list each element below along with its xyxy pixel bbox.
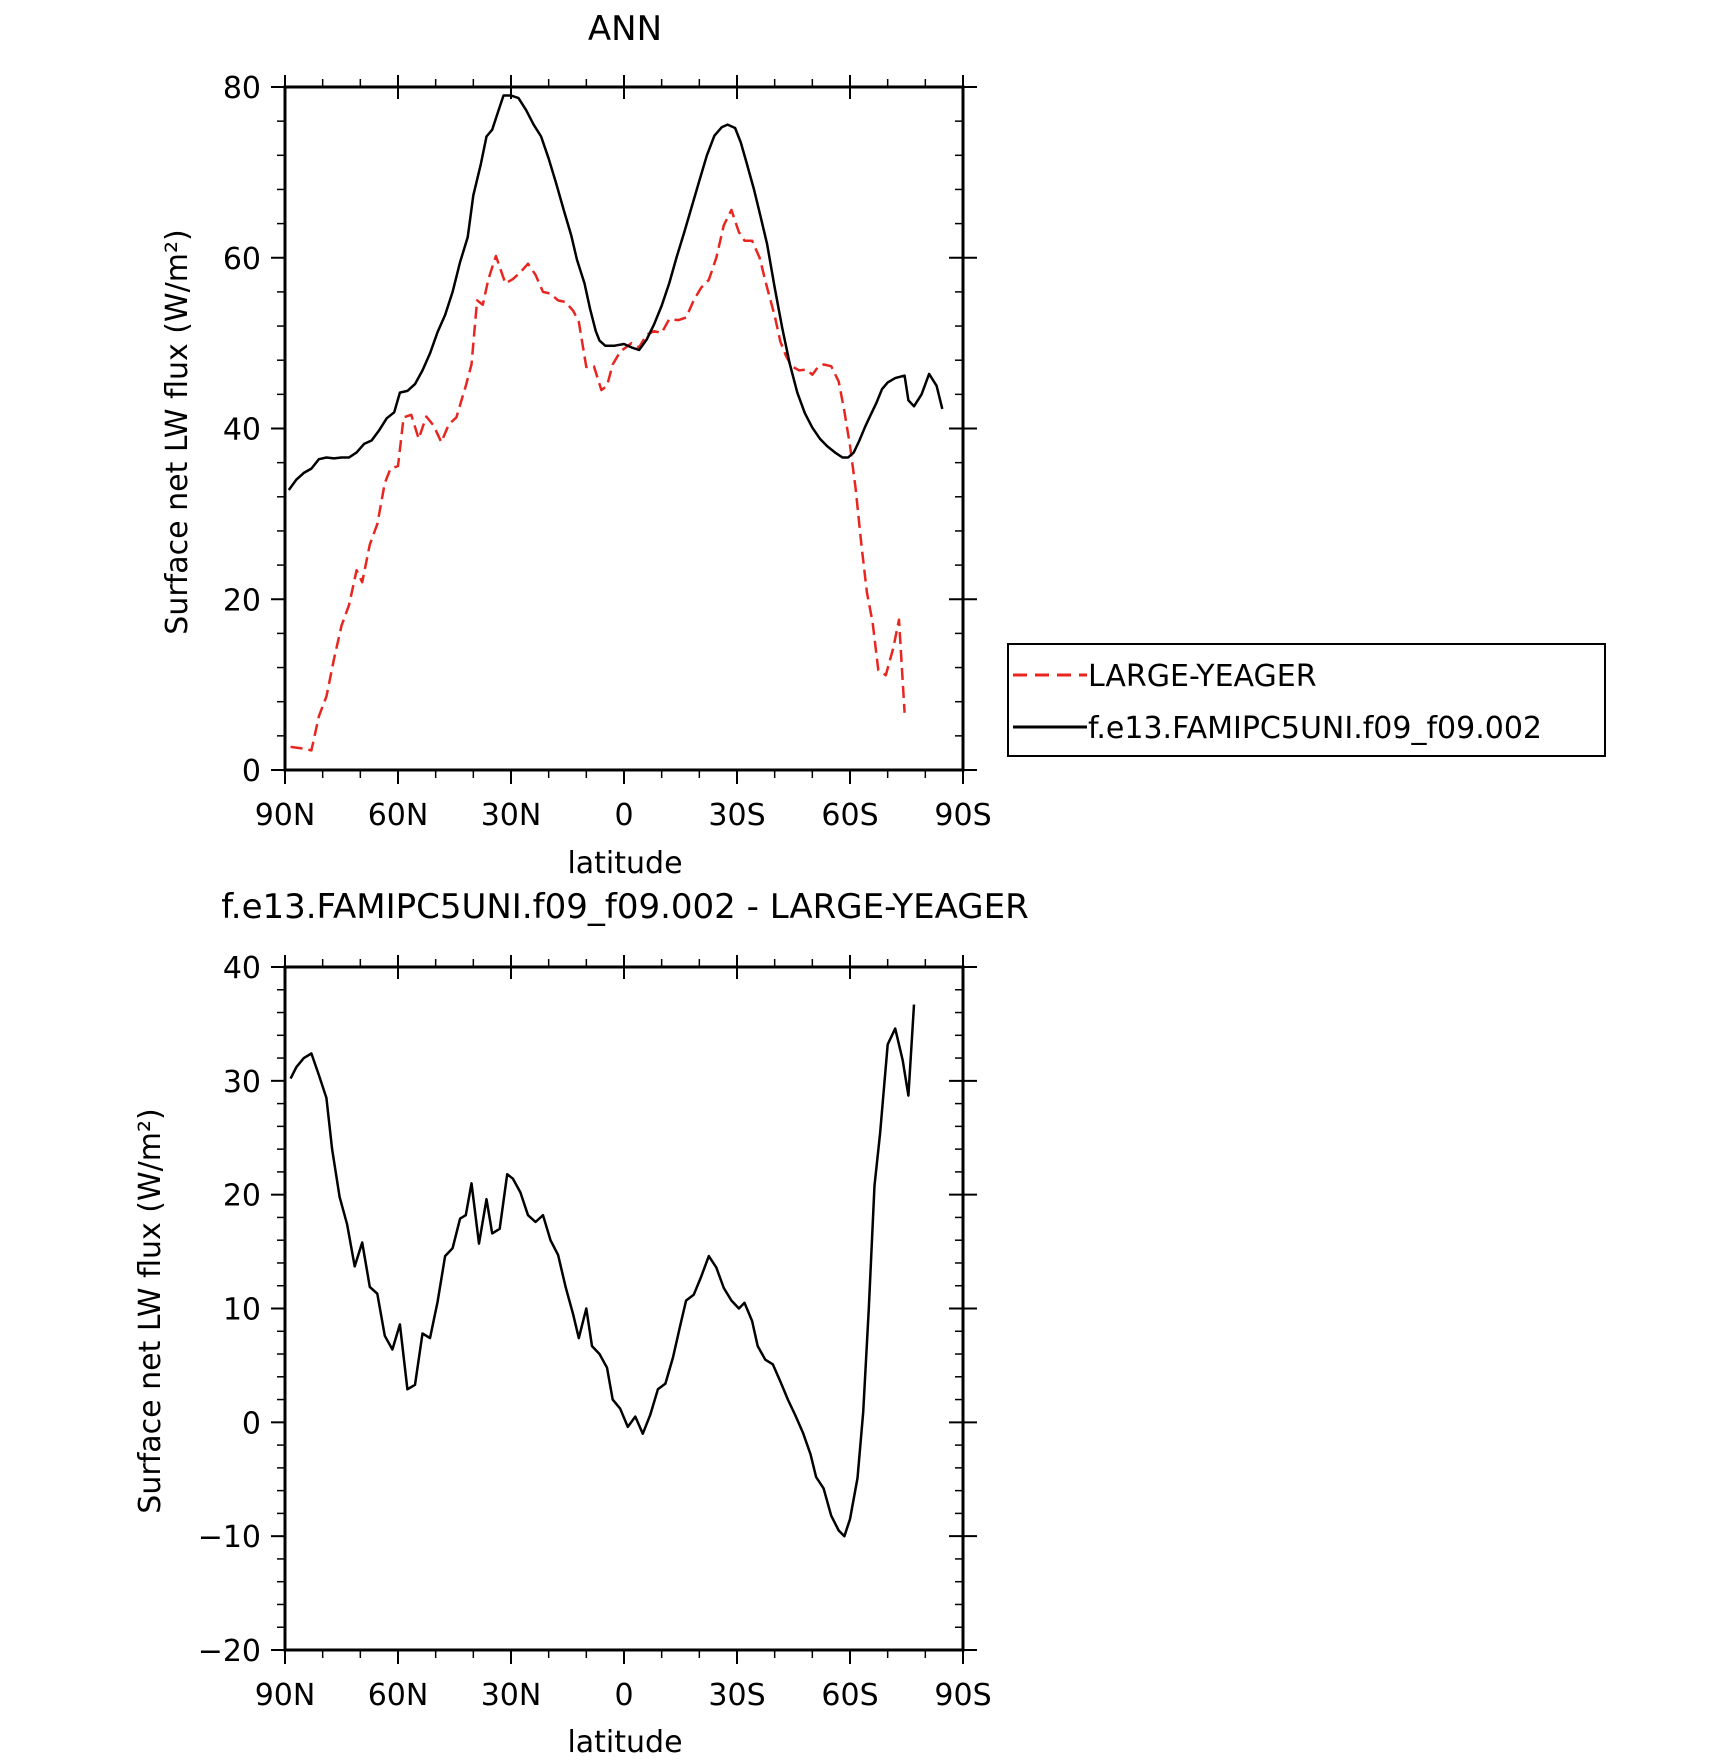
x-tick-label: 90N (255, 798, 316, 833)
tick-labels: 0 20 40 60 80 90N 60N 30N 0 30S 60S 90S (223, 71, 992, 833)
x-tick-label: 60N (368, 1678, 429, 1713)
x-axis-label: latitude (567, 846, 682, 881)
x-tick-label: 90N (255, 1678, 316, 1713)
y-tick-label: 60 (223, 242, 261, 277)
top-panel-ann: ANN Surface net LW flux (W/m²) latitude … (160, 9, 992, 881)
x-axis-label: latitude (567, 1725, 682, 1760)
x-tick-label: 30N (481, 1678, 542, 1713)
plot-frame (283, 85, 965, 772)
y-tick-label: 20 (223, 583, 261, 618)
tick-labels: −20 −10 0 10 20 30 40 90N 60N 30N 0 30S 60S 90S (198, 951, 992, 1713)
legend-label-famipc5uni: f.e13.FAMIPC5UNI.f09_f09.002 (1088, 711, 1542, 746)
series-lines (287, 94, 944, 752)
x-tick-label: 0 (614, 798, 633, 833)
plot-frame (283, 965, 965, 1652)
series-line-0 (290, 208, 906, 752)
x-tick-label: 90S (934, 1678, 991, 1713)
y-tick-label: 0 (242, 1406, 261, 1441)
axis-ticks (271, 75, 977, 784)
series-line-0 (289, 1004, 916, 1538)
series-line-1 (287, 94, 944, 491)
y-tick-label: 20 (223, 1179, 261, 1214)
x-tick-label: 60N (368, 798, 429, 833)
y-tick-label: 40 (223, 413, 261, 448)
axis-ticks (271, 955, 977, 1664)
y-tick-label: 80 (223, 71, 261, 106)
legend-label-large-yeager: LARGE-YEAGER (1088, 659, 1317, 694)
chart-title: f.e13.FAMIPC5UNI.f09_f09.002 - LARGE-YEA… (221, 887, 1028, 927)
y-tick-label: −10 (198, 1520, 261, 1555)
x-tick-label: 60S (821, 798, 878, 833)
legend: LARGE-YEAGER f.e13.FAMIPC5UNI.f09_f09.00… (1007, 643, 1606, 757)
x-tick-label: 60S (821, 1678, 878, 1713)
y-tick-label: −20 (198, 1634, 261, 1669)
x-tick-label: 90S (934, 798, 991, 833)
x-tick-label: 30S (708, 1678, 765, 1713)
legend-box (1007, 643, 1606, 757)
y-axis-label: Surface net LW flux (W/m²) (133, 1108, 168, 1513)
bottom-panel-difference: f.e13.FAMIPC5UNI.f09_f09.002 - LARGE-YEA… (133, 887, 1029, 1760)
chart-title: ANN (588, 9, 662, 49)
series-lines (289, 1004, 916, 1538)
y-tick-label: 30 (223, 1065, 261, 1100)
x-tick-label: 30S (708, 798, 765, 833)
y-tick-label: 0 (242, 754, 261, 789)
y-axis-label: Surface net LW flux (W/m²) (160, 229, 195, 634)
y-tick-label: 40 (223, 951, 261, 986)
y-tick-label: 10 (223, 1293, 261, 1328)
x-tick-label: 30N (481, 798, 542, 833)
x-tick-label: 0 (614, 1678, 633, 1713)
